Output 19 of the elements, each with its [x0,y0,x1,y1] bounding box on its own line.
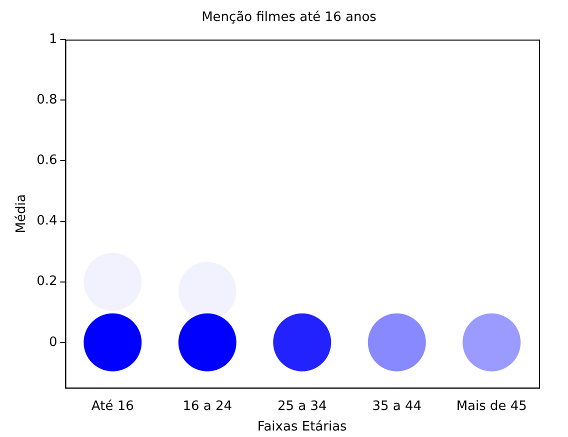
point [84,313,142,372]
x-tick-label: Até 16 [91,398,134,414]
chart-title: Menção filmes até 16 anos [202,10,377,26]
point [178,313,236,372]
x-tick-label: Mais de 45 [456,398,527,414]
y-tick-label: 0.8 [36,92,58,108]
x-axis-title: Faixas Etárias [257,420,348,435]
y-tick-label: 1 [48,32,58,47]
x-tick-label: 35 a 44 [372,398,422,414]
point [368,313,426,372]
y-tick-label: 0.2 [36,274,58,290]
point [273,313,332,372]
y-tick-label: 0 [48,334,58,350]
y-tick-label: 0.4 [36,214,58,229]
x-tick-label: 25 a 34 [277,398,327,414]
point [462,313,521,372]
x-tick-label: 16 a 24 [182,398,232,414]
y-axis-title: Média [14,194,30,234]
y-tick-label: 0.6 [36,153,58,168]
